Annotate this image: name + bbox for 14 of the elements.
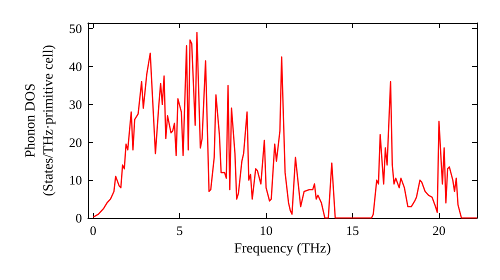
line-series xyxy=(92,32,478,219)
y-tick-label: 10 xyxy=(69,172,82,188)
y-tick-label: 30 xyxy=(69,96,82,112)
x-axis-title: Frequency (THz) xyxy=(234,242,332,256)
y-tick-label: 0 xyxy=(76,210,82,226)
x-tick-label: 20 xyxy=(432,223,446,238)
x-tick-label: 15 xyxy=(346,223,360,238)
x-tick-label: 5 xyxy=(176,223,183,238)
x-tick-label: 10 xyxy=(260,223,273,238)
y-tick-label: 40 xyxy=(69,59,82,74)
x-tick-label: 0 xyxy=(90,223,96,238)
y-tick-label: 50 xyxy=(69,21,82,36)
y-tick-label: 20 xyxy=(69,134,82,150)
y-axis-title: Phonon DOS (States/THz·primitive cell) xyxy=(24,44,56,196)
